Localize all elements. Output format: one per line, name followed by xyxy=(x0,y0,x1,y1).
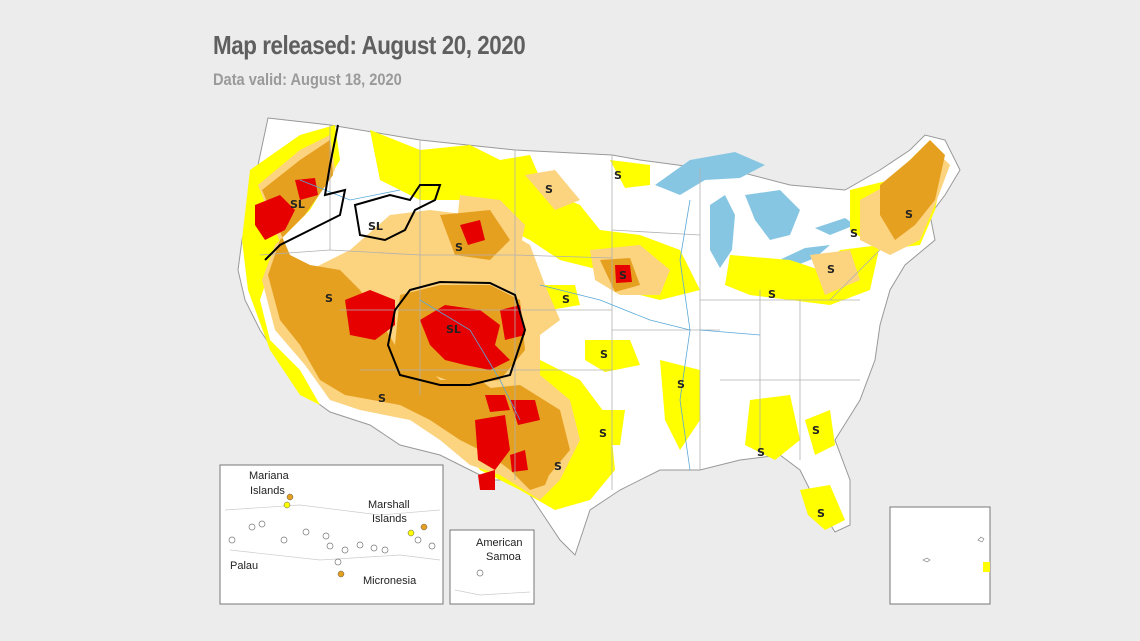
partial-inset xyxy=(889,506,991,605)
label-sl-colorado: SL xyxy=(446,323,461,336)
lake-michigan xyxy=(710,195,735,268)
label-s-newyork: S xyxy=(850,227,858,240)
inset-label-american: American xyxy=(476,537,522,549)
data-valid-date: Data valid: August 18, 2020 xyxy=(213,70,402,89)
inset-label-marshall-islands: Islands xyxy=(372,513,407,525)
label-s-georgia: S xyxy=(757,446,765,459)
label-s-iowa: S xyxy=(619,269,627,282)
inset-label-mariana: Mariana xyxy=(249,470,290,482)
label-sl-idaho: SL xyxy=(368,220,383,233)
rivers xyxy=(299,179,761,471)
d3-regions xyxy=(255,178,632,490)
label-s-texas-east: S xyxy=(599,427,607,440)
label-s-texas: S xyxy=(554,460,562,473)
label-s-carolina: S xyxy=(812,424,820,437)
drought-labels: SL SL SL S S S S S S S S S S S S S S S S… xyxy=(290,169,913,520)
label-s-kansas: S xyxy=(562,293,570,306)
inset-label-mariana-islands: Islands xyxy=(250,485,285,497)
label-s-oklahoma: S xyxy=(600,348,608,361)
samoa-inset: American Samoa xyxy=(449,529,535,605)
lake-ontario xyxy=(815,218,855,235)
label-s-arkansas: S xyxy=(677,378,685,391)
label-s-minnesota: S xyxy=(614,169,622,182)
inset-label-samoa: Samoa xyxy=(486,551,522,563)
lake-huron xyxy=(745,190,800,240)
label-s-arizona: S xyxy=(378,392,386,405)
pacific-inset: Mariana Islands Marshall Islands Palau M… xyxy=(219,464,444,605)
label-s-wyoming: S xyxy=(455,241,463,254)
label-sl-oregon: SL xyxy=(290,198,305,211)
label-s-pennsylvania: S xyxy=(827,263,835,276)
inset-label-marshall: Marshall xyxy=(368,499,410,511)
label-s-newengland: S xyxy=(905,208,913,221)
label-s-florida: S xyxy=(817,507,825,520)
label-s-dakota: S xyxy=(545,183,553,196)
inset-label-micronesia: Micronesia xyxy=(363,575,417,587)
inset-label-palau: Palau xyxy=(230,560,258,572)
impact-outlines xyxy=(264,124,527,386)
label-s-nevada: S xyxy=(325,292,333,305)
map-title: Map released: August 20, 2020 xyxy=(213,30,526,60)
state-boundaries xyxy=(259,125,881,490)
lake-superior xyxy=(655,152,765,195)
label-s-ohio: S xyxy=(768,288,776,301)
